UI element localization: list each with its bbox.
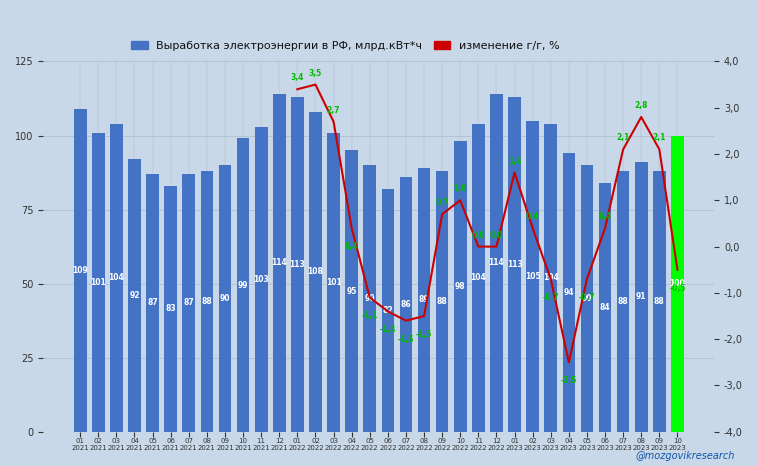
- Text: -0,7: -0,7: [543, 293, 559, 302]
- Text: 90: 90: [581, 294, 592, 303]
- Bar: [381, 189, 394, 432]
- Text: 0,0: 0,0: [490, 231, 503, 240]
- Text: 1,0: 1,0: [453, 185, 467, 193]
- Text: 114: 114: [271, 258, 287, 267]
- Text: 103: 103: [253, 274, 269, 284]
- Bar: [399, 177, 412, 432]
- Bar: [291, 97, 304, 432]
- Text: 99: 99: [238, 281, 249, 289]
- Text: 90: 90: [365, 294, 375, 303]
- Text: 2,1: 2,1: [653, 133, 666, 143]
- Bar: [562, 153, 575, 432]
- Text: 87: 87: [183, 298, 194, 308]
- Bar: [472, 123, 484, 432]
- Bar: [110, 123, 123, 432]
- Text: -1,5: -1,5: [416, 330, 432, 339]
- Text: 104: 104: [543, 273, 559, 282]
- Text: 0,7: 0,7: [435, 198, 449, 207]
- Text: 82: 82: [383, 306, 393, 315]
- Bar: [544, 123, 557, 432]
- Text: 0,4: 0,4: [526, 212, 540, 221]
- Bar: [146, 174, 159, 432]
- Bar: [273, 94, 286, 432]
- Bar: [309, 112, 322, 432]
- Bar: [436, 171, 449, 432]
- Bar: [255, 127, 268, 432]
- Bar: [418, 168, 431, 432]
- Bar: [581, 165, 594, 432]
- Bar: [617, 171, 629, 432]
- Text: 94: 94: [564, 288, 574, 297]
- Text: 3,5: 3,5: [309, 69, 322, 78]
- Text: 84: 84: [600, 303, 610, 312]
- Text: 113: 113: [290, 260, 305, 269]
- Text: -1,4: -1,4: [380, 325, 396, 334]
- Text: -2,5: -2,5: [561, 376, 577, 385]
- Bar: [201, 171, 213, 432]
- Text: 88: 88: [202, 297, 212, 306]
- Bar: [508, 97, 521, 432]
- Text: 2,7: 2,7: [327, 106, 340, 115]
- Bar: [74, 109, 86, 432]
- Text: 0,4: 0,4: [598, 212, 612, 221]
- Text: 104: 104: [108, 273, 124, 282]
- Text: 101: 101: [90, 278, 106, 287]
- Legend: Выработка электроэнергии в РФ, млрд.кВт*ч, изменение г/г, %: Выработка электроэнергии в РФ, млрд.кВт*…: [127, 37, 563, 54]
- Bar: [671, 136, 684, 432]
- Text: 92: 92: [129, 291, 139, 300]
- Text: 105: 105: [525, 272, 540, 281]
- Text: 0,4: 0,4: [345, 242, 359, 251]
- Text: 0,0: 0,0: [471, 231, 485, 240]
- Text: -0,5: -0,5: [669, 284, 686, 293]
- Text: 88: 88: [437, 297, 447, 306]
- Bar: [653, 171, 666, 432]
- Text: 91: 91: [636, 293, 647, 302]
- Text: 86: 86: [401, 300, 412, 309]
- Text: 98: 98: [455, 282, 465, 291]
- Text: 90: 90: [220, 294, 230, 303]
- Text: 2,8: 2,8: [634, 101, 648, 110]
- Bar: [164, 186, 177, 432]
- Text: @mozgovikresearch: @mozgovikresearch: [636, 452, 735, 461]
- Text: 95: 95: [346, 287, 357, 295]
- Text: 108: 108: [308, 267, 324, 276]
- Text: 88: 88: [618, 297, 628, 306]
- Bar: [490, 94, 503, 432]
- Text: 3,4: 3,4: [290, 73, 304, 82]
- Text: 100: 100: [669, 279, 685, 288]
- Text: 2,1: 2,1: [616, 133, 630, 143]
- Bar: [327, 132, 340, 432]
- Bar: [363, 165, 376, 432]
- Bar: [128, 159, 141, 432]
- Text: 104: 104: [471, 273, 486, 282]
- Text: -0,7: -0,7: [578, 293, 595, 302]
- Text: 109: 109: [72, 266, 88, 275]
- Text: -1,6: -1,6: [398, 335, 414, 343]
- Bar: [635, 162, 647, 432]
- Bar: [183, 174, 195, 432]
- Text: 83: 83: [165, 304, 176, 313]
- Text: 88: 88: [654, 297, 665, 306]
- Bar: [526, 121, 539, 432]
- Bar: [218, 165, 231, 432]
- Text: 101: 101: [326, 278, 341, 287]
- Text: 1,6: 1,6: [508, 157, 522, 165]
- Text: 87: 87: [147, 298, 158, 308]
- Text: 89: 89: [418, 295, 429, 304]
- Bar: [92, 132, 105, 432]
- Bar: [599, 183, 612, 432]
- Bar: [454, 142, 467, 432]
- Bar: [236, 138, 249, 432]
- Text: 114: 114: [489, 258, 504, 267]
- Text: -1,1: -1,1: [362, 311, 378, 321]
- Bar: [346, 151, 358, 432]
- Text: 113: 113: [506, 260, 522, 269]
